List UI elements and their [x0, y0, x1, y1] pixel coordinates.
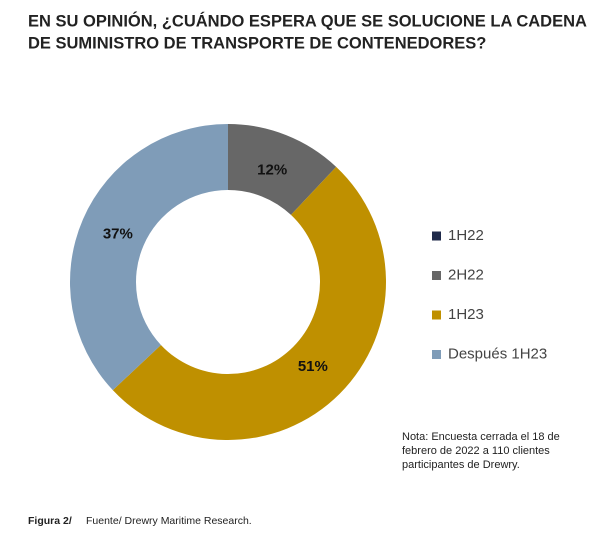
- note: Nota: Encuesta cerrada el 18 de: [402, 431, 560, 443]
- chart-title: EN SU OPINIÓN, ¿CUÁNDO ESPERA QUE SE SOL…: [28, 11, 587, 30]
- figure-label: Figura 2/: [28, 515, 72, 527]
- slice: [228, 124, 337, 215]
- note: participantes de Drewry.: [402, 459, 520, 471]
- legend-swatch: [432, 310, 441, 320]
- legend-label: 2H22: [448, 266, 484, 283]
- legend-swatch: [432, 271, 441, 280]
- slice: [70, 123, 229, 391]
- legend-label: 1H23: [448, 306, 484, 323]
- legend-swatch: [432, 231, 441, 241]
- legend-swatch: [432, 350, 441, 359]
- source: Fuente/ Drewry Maritime Research.: [86, 515, 252, 527]
- slice: [112, 166, 386, 440]
- data-label: 51%: [298, 358, 328, 375]
- chart-title: DE SUMINISTRO DE TRANSPORTE DE CONTENEDO…: [28, 34, 486, 52]
- legend-label: 1H22: [448, 227, 484, 244]
- note: febrero de 2022 a 110 clientes: [402, 445, 550, 457]
- data-label: 12%: [257, 161, 287, 178]
- legend-label: Después 1H23: [448, 345, 547, 362]
- data-label: 37%: [103, 225, 133, 242]
